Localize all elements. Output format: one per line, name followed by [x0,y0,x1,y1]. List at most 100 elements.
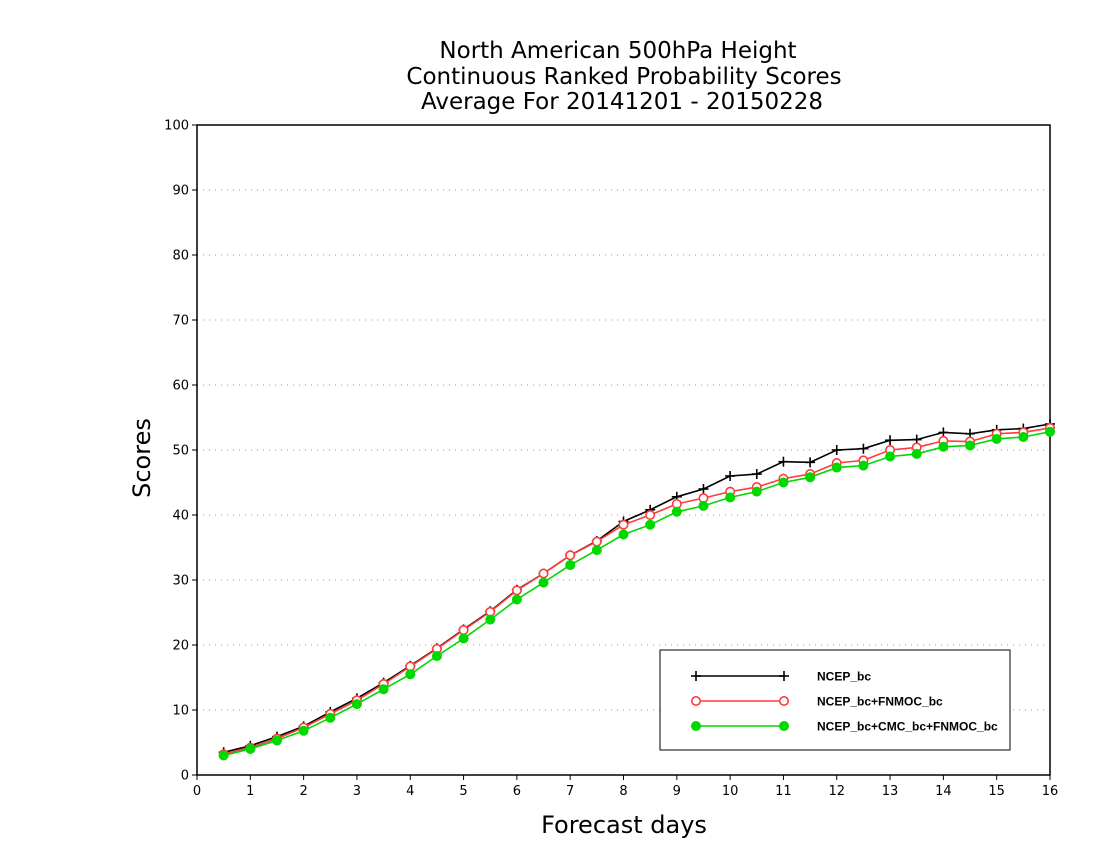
point-s2-22 [805,472,816,483]
legend-marker-left-1 [690,695,701,706]
point-s2-9 [458,633,469,644]
x-tick-label-4: 4 [406,784,414,799]
legend-marker-left-0 [691,671,701,681]
x-axis-title: Forecast days [541,811,707,839]
point-s2-31 [1045,426,1055,437]
point-s2-28 [965,440,976,451]
y-tick-label-60: 60 [172,379,189,394]
point-s2-10 [485,614,496,625]
point-s1-15 [618,519,629,530]
point-s2-8 [431,651,442,662]
point-s2-25 [885,451,896,462]
legend-box [659,649,1011,751]
point-s2-26 [911,448,922,459]
point-s0-24 [858,443,869,454]
point-s0-18 [698,484,709,494]
point-s2-18 [698,500,709,511]
point-s1-16 [645,509,656,520]
x-tick-label-14: 14 [935,784,952,799]
legend-marker-right-0 [779,671,789,681]
point-s2-4 [325,712,336,723]
x-tick-label-0: 0 [193,784,201,799]
point-s1-12 [538,568,549,579]
legend-marker-right-2 [779,721,789,731]
y-tick-label-50: 50 [172,444,189,459]
title-line-2: Continuous Ranked Probability Scores [406,64,841,90]
legend-item-2: NCEP_bc+CMC_bc+FNMOC_bc [691,720,998,734]
point-s0-21 [778,456,789,467]
x-tick-label-10: 10 [722,784,739,799]
legend-label-1: NCEP_bc+FNMOC_bc [817,695,943,709]
point-s2-11 [511,594,522,605]
x-tick-label-9: 9 [673,784,681,799]
x-tick-label-6: 6 [513,784,521,799]
point-s2-12 [538,577,549,588]
point-s2-20 [751,486,762,497]
point-s2-13 [565,560,576,571]
point-s2-17 [671,506,682,517]
legend-label-2: NCEP_bc+CMC_bc+FNMOC_bc [817,720,998,734]
point-s0-19 [725,471,736,481]
x-tick-label-13: 13 [882,784,899,799]
point-s2-7 [405,669,416,680]
title-line-3: Average For 20141201 - 20150228 [421,89,823,115]
point-s0-23 [831,445,842,455]
y-tick-label-70: 70 [172,314,189,329]
y-tick-label-100: 100 [164,119,189,134]
point-s2-0 [218,750,229,761]
y-tick-label-40: 40 [172,509,189,524]
point-s2-1 [245,744,256,754]
point-s2-14 [591,545,602,556]
legend-label-0: NCEP_bc [817,670,871,684]
legend-item-0: NCEP_bc [691,670,871,684]
point-s1-9 [458,625,469,636]
point-s1-13 [565,550,576,561]
x-tick-label-1: 1 [246,784,254,799]
point-s0-22 [805,457,816,468]
x-tick-label-7: 7 [566,784,574,799]
x-tick-label-11: 11 [775,784,792,799]
point-s1-14 [591,536,602,547]
title-line-1: North American 500hPa Height [439,38,796,64]
series-lines [218,419,1056,761]
point-s2-2 [271,735,282,746]
x-tick-label-5: 5 [459,784,467,799]
point-s2-30 [1018,432,1029,442]
point-s2-23 [831,462,842,473]
point-s2-27 [938,441,949,452]
x-tick-label-3: 3 [353,784,361,799]
point-s2-6 [378,684,389,695]
x-tick-label-12: 12 [828,784,845,799]
legend-item-1: NCEP_bc+FNMOC_bc [690,695,943,709]
point-s0-20 [751,469,762,480]
point-s0-25 [885,435,896,446]
x-tick-label-15: 15 [988,784,1005,799]
point-s2-15 [618,529,629,540]
y-tick-label-30: 30 [172,574,189,589]
point-s2-3 [298,725,309,736]
point-s2-21 [778,477,789,488]
series-2 [218,426,1055,761]
point-s1-11 [511,585,522,596]
point-s2-24 [858,460,869,471]
y-tick-label-20: 20 [172,639,189,654]
legend: NCEP_bc NCEP_bc+FNMOC_bc NCEP_bc+CMC_bc+FN… [659,649,1011,751]
y-tick-label-10: 10 [172,704,189,719]
point-s2-19 [725,492,736,503]
point-s2-16 [645,519,656,530]
x-tick-label-8: 8 [619,784,627,799]
legend-marker-left-2 [691,721,701,731]
x-tick-label-16: 16 [1042,784,1059,799]
gridlines [197,189,1050,711]
y-tick-label-90: 90 [172,184,189,199]
y-tick-label-0: 0 [181,769,189,784]
y-axis-title: Scores [128,418,156,498]
legend-marker-right-1 [778,695,789,706]
point-s2-5 [351,699,362,710]
y-tick-label-80: 80 [172,249,189,264]
point-s2-29 [991,433,1002,444]
x-tick-label-2: 2 [299,784,307,799]
point-s0-27 [938,427,949,438]
